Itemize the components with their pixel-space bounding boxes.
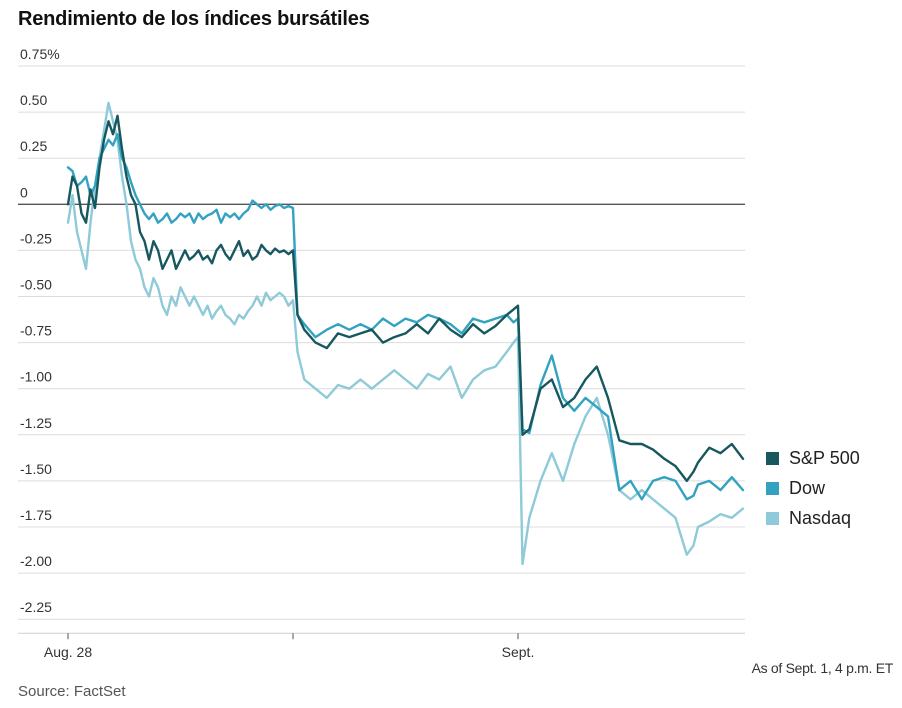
y-tick-label: 0	[20, 184, 28, 200]
y-tick-label: 0.50	[20, 92, 47, 108]
y-tick-label: -1.75	[20, 507, 52, 523]
y-tick-label: 0.25	[20, 138, 47, 154]
legend-swatch-sp500	[766, 451, 779, 465]
y-tick-label: -1.00	[20, 369, 52, 385]
y-tick-label: -2.00	[20, 553, 52, 569]
y-tick-label: -2.25	[20, 599, 52, 615]
gridlines	[18, 65, 745, 620]
legend-swatch-dow	[766, 481, 779, 495]
legend-item-dow: Dow	[766, 473, 860, 503]
legend-item-sp500: S&P 500	[766, 443, 860, 473]
legend-label-dow: Dow	[789, 477, 826, 498]
legend-label-sp500: S&P 500	[789, 447, 860, 468]
y-tick-label: -0.75	[20, 323, 52, 339]
legend-label-nasdaq: Nasdaq	[789, 507, 852, 528]
legend-swatch-nasdaq	[766, 511, 779, 525]
chart-title: Rendimiento de los índices bursátiles	[18, 8, 370, 30]
dow-line	[66, 133, 745, 501]
timestamp-note: As of Sept. 1, 4 p.m. ET	[751, 660, 894, 676]
y-axis-tick-labels: 0.75% 0.50 0.25 0 -0.25 -0.50 -0.75 -1.00 -1.25 -…	[20, 46, 60, 615]
y-tick-label: -0.50	[20, 277, 52, 293]
y-tick-label: -1.25	[20, 415, 52, 431]
series-lines	[66, 101, 745, 566]
sp500-line	[66, 114, 745, 483]
x-tick-label: Sept.	[502, 644, 535, 660]
legend: S&P 500 Dow Nasdaq	[766, 443, 860, 533]
source-note: Source: FactSet	[18, 683, 126, 700]
y-tick-label: 0.75%	[20, 46, 60, 62]
x-axis: Aug. 28 Sept.	[18, 632, 745, 660]
nasdaq-line	[66, 101, 745, 566]
legend-item-nasdaq: Nasdaq	[766, 503, 860, 533]
y-tick-label: -1.50	[20, 461, 52, 477]
y-tick-label: -0.25	[20, 230, 52, 246]
x-tick-label: Aug. 28	[44, 644, 92, 660]
